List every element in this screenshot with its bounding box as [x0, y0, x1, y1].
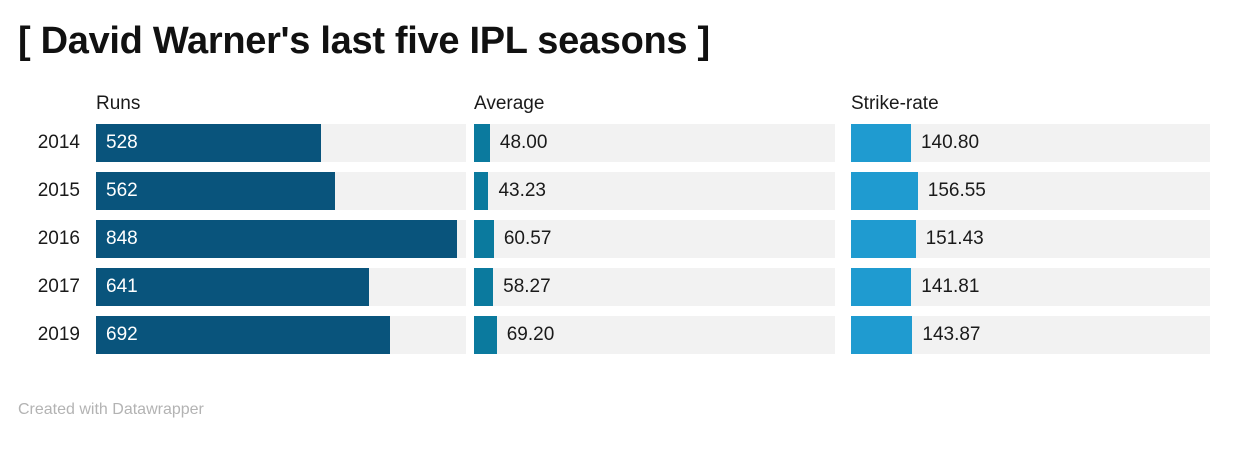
row-year-label: 2019	[37, 324, 80, 345]
column-header-average: Average	[474, 93, 545, 114]
bar-value-strike-rate: 141.81	[921, 276, 980, 297]
bar-value-average: 58.27	[503, 276, 551, 297]
table-row: 2016 848 60.57 151.43	[0, 220, 1240, 268]
bar-value-strike-rate: 143.87	[922, 324, 981, 345]
bar-strike-rate	[851, 316, 913, 354]
row-year-label: 2015	[37, 180, 80, 201]
bar-value-strike-rate: 156.55	[927, 180, 986, 201]
bar-strike-rate	[851, 268, 912, 306]
bar-value-runs: 528	[106, 132, 138, 153]
bar-runs	[96, 220, 457, 258]
bar-track-runs: 528	[96, 124, 466, 162]
bar-strike-rate	[851, 220, 916, 258]
bar-average	[474, 172, 489, 210]
bar-value-average: 43.23	[498, 180, 546, 201]
bar-average	[474, 268, 494, 306]
bar-value-average: 60.57	[503, 228, 552, 249]
bar-track-runs: 641	[96, 268, 466, 306]
bar-value-runs: 692	[106, 324, 138, 345]
bar-runs	[96, 172, 336, 210]
bar-average	[474, 316, 497, 354]
bar-strike-rate	[851, 172, 918, 210]
bar-runs	[96, 316, 391, 354]
bar-value-average: 69.20	[506, 324, 555, 345]
bar-value-runs: 848	[106, 228, 138, 249]
bar-track-runs: 692	[96, 316, 466, 354]
bar-track-runs: 848	[96, 220, 466, 258]
table-row: 2019 692 69.20 143.87	[0, 316, 1240, 364]
bar-average	[474, 220, 494, 258]
table-row: 2014 528 48.00 140.80	[0, 124, 1240, 172]
bar-runs	[96, 268, 369, 306]
bar-value-runs: 641	[106, 276, 138, 297]
bar-track-runs: 562	[96, 172, 466, 210]
bar-value-strike-rate: 140.80	[920, 132, 980, 153]
bar-track-strike-rate: 151.43	[851, 220, 1210, 258]
row-year-label: 2017	[37, 276, 80, 297]
bar-track-strike-rate: 143.87	[851, 316, 1210, 354]
bar-strike-rate	[851, 124, 911, 162]
datawrapper-credit: Created with Datawrapper	[18, 401, 204, 418]
bar-track-strike-rate: 156.55	[851, 172, 1210, 210]
table-row: 2015 562 43.23 156.55	[0, 172, 1240, 220]
bar-track-average: 60.57	[474, 220, 835, 258]
bar-track-strike-rate: 140.80	[851, 124, 1210, 162]
row-year-label: 2014	[37, 132, 80, 153]
row-year-label: 2016	[37, 228, 80, 249]
bar-value-average: 48.00	[499, 132, 548, 153]
bar-value-strike-rate: 151.43	[925, 228, 984, 249]
bar-track-average: 43.23	[474, 172, 835, 210]
bar-value-runs: 562	[106, 180, 138, 201]
bar-track-average: 58.27	[474, 268, 835, 306]
bar-track-average: 69.20	[474, 316, 835, 354]
bar-track-strike-rate: 141.81	[851, 268, 1210, 306]
chart-rows: 2014 528 48.00 140.80 2015 562	[0, 124, 1240, 364]
column-header-strike-rate: Strike-rate	[851, 93, 939, 114]
table-row: 2017 641 58.27 141.81	[0, 268, 1240, 316]
chart-title: [ David Warner's last five IPL seasons ]	[18, 20, 710, 62]
bar-average	[474, 124, 490, 162]
bar-track-average: 48.00	[474, 124, 835, 162]
bar-runs	[96, 124, 321, 162]
column-header-runs: Runs	[96, 93, 141, 114]
